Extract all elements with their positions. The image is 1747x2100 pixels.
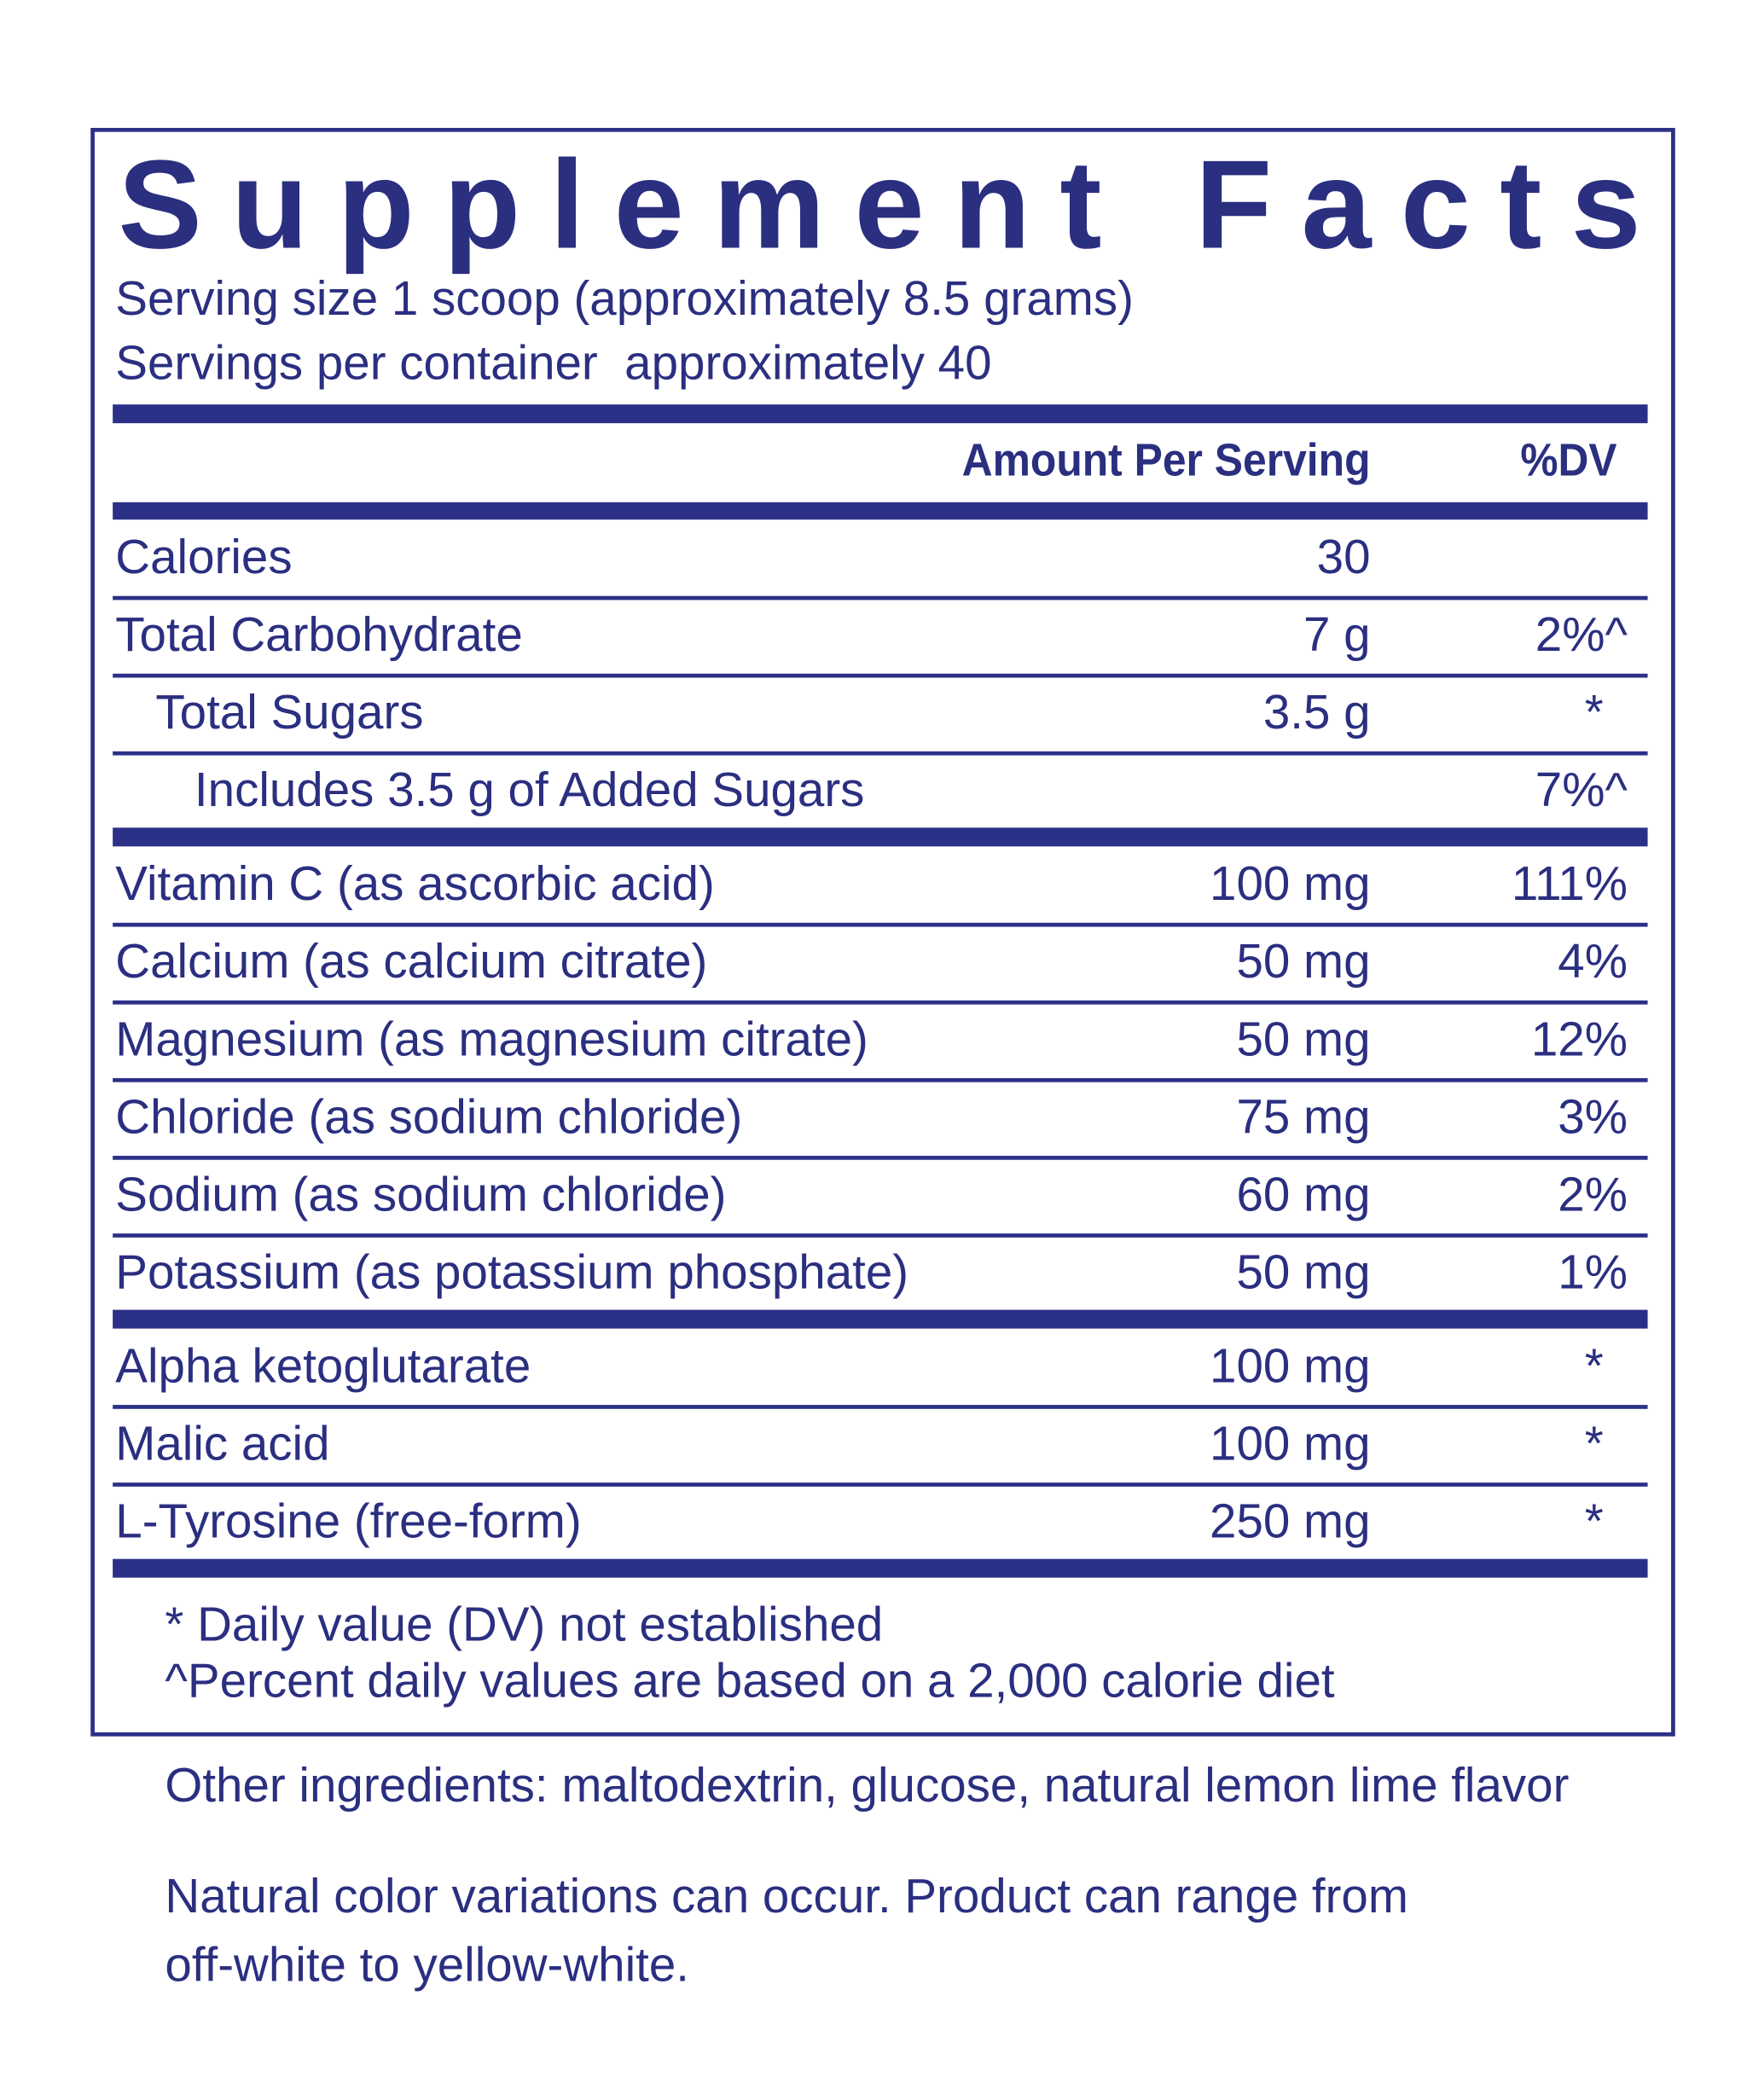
- thin-rule: [113, 751, 1648, 756]
- amount-header: Amount Per Serving: [962, 435, 1371, 485]
- nutrient-name: Potassium (as potassium phosphate): [115, 1244, 908, 1298]
- nutrient-name: Sodium (as sodium chloride): [115, 1167, 726, 1221]
- thin-rule: [113, 673, 1648, 678]
- nutrient-amount: 100 mg: [1210, 1416, 1371, 1470]
- nutrient-amount: 3.5 g: [1263, 685, 1371, 739]
- nutrient-amount: 7 g: [1303, 607, 1371, 661]
- nutrient-amount: 50 mg: [1236, 1012, 1370, 1065]
- thick-rule: [113, 827, 1648, 847]
- title: Supplement Facts: [118, 134, 1640, 275]
- nutrient-name: Includes 3.5 g of Added Sugars: [194, 763, 865, 816]
- nutrient-name: L-Tyrosine (free-form): [115, 1494, 581, 1548]
- thin-rule: [113, 1482, 1648, 1487]
- nutrient-dv: 2%: [1558, 1167, 1628, 1221]
- nutrient-dv: 1%: [1558, 1244, 1628, 1298]
- thin-rule: [113, 595, 1648, 600]
- thin-rule: [113, 1405, 1648, 1409]
- nutrient-name: Vitamin C (as ascorbic acid): [115, 856, 715, 910]
- dv-header: %DV: [1520, 435, 1616, 485]
- thin-rule: [113, 1077, 1648, 1082]
- nutrient-amount: 100 mg: [1210, 856, 1371, 910]
- nutrient-name: Calories: [115, 530, 292, 583]
- other-ingredients: Other ingredients: maltodextrin, glucose…: [165, 1758, 1569, 1812]
- note: Natural color variations can occur. Prod…: [165, 1869, 1408, 1923]
- nutrient-dv: 7%^: [1535, 763, 1628, 816]
- thin-rule: [113, 1156, 1648, 1160]
- nutrient-amount: 30: [1317, 530, 1371, 583]
- nutrient-dv: 111%: [1512, 856, 1628, 910]
- nutrient-name: Total Carbohydrate: [115, 607, 523, 661]
- note: off-white to yellow-white.: [165, 1937, 689, 1991]
- thick-rule: [113, 1558, 1648, 1578]
- thick-rule: [113, 1309, 1648, 1329]
- nutrient-amount: 250 mg: [1210, 1494, 1371, 1548]
- nutrient-dv: *: [1585, 1416, 1604, 1470]
- nutrient-dv: *: [1585, 685, 1604, 739]
- nutrient-amount: 75 mg: [1236, 1089, 1370, 1143]
- nutrient-name: Chloride (as sodium chloride): [115, 1089, 742, 1143]
- nutrient-name: Alpha ketoglutarate: [115, 1338, 531, 1392]
- thick-rule: [113, 404, 1648, 424]
- thin-rule: [113, 922, 1648, 927]
- nutrient-dv: 4%: [1558, 934, 1628, 988]
- thin-rule: [113, 1000, 1648, 1005]
- nutrient-dv: 2%^: [1535, 607, 1628, 661]
- nutrient-amount: 50 mg: [1236, 1244, 1370, 1298]
- thick-rule: [113, 502, 1648, 520]
- serving-size: Serving size 1 scoop (approximately 8.5 …: [115, 271, 1134, 325]
- label-border: [90, 127, 1675, 1737]
- nutrient-dv: 3%: [1558, 1089, 1628, 1143]
- nutrient-name: Magnesium (as magnesium citrate): [115, 1012, 868, 1065]
- footnote: ^Percent daily values are based on a 2,0…: [165, 1653, 1334, 1707]
- thin-rule: [113, 1233, 1648, 1238]
- nutrient-amount: 60 mg: [1236, 1167, 1370, 1221]
- nutrient-name: Total Sugars: [155, 685, 423, 739]
- nutrient-name: Malic acid: [115, 1416, 329, 1470]
- nutrient-dv: *: [1585, 1338, 1604, 1392]
- nutrient-amount: 100 mg: [1210, 1338, 1371, 1392]
- nutrient-dv: 12%: [1531, 1012, 1628, 1065]
- nutrient-name: Calcium (as calcium citrate): [115, 934, 707, 988]
- nutrient-dv: *: [1585, 1494, 1604, 1548]
- footnote: * Daily value (DV) not established: [165, 1597, 883, 1650]
- nutrient-amount: 50 mg: [1236, 934, 1370, 988]
- servings-per-container: Servings per container approximately 40: [115, 335, 991, 389]
